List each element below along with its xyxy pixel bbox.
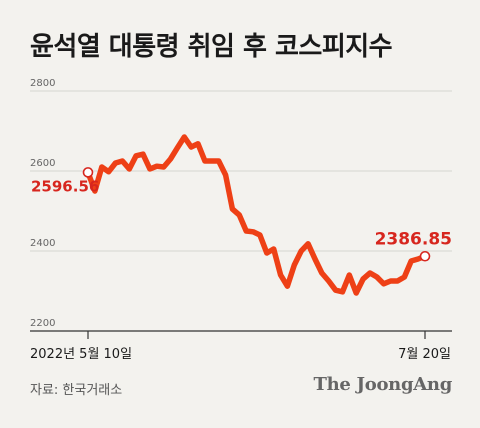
series-line	[85, 134, 428, 296]
chart-title: 윤석열 대통령 취임 후 코스피지수	[30, 32, 393, 62]
start-value-label: 2596.56	[31, 177, 99, 195]
start-point-marker	[82, 167, 94, 178]
y-tick-label: 2200	[30, 318, 55, 329]
end-value-label: 2386.85	[375, 229, 452, 249]
y-tick-label: 2600	[30, 158, 55, 169]
y-tick-label: 2800	[30, 78, 55, 89]
brand-logo: The JoongAng	[313, 374, 453, 395]
x-tick-label: 2022년 5월 10일	[30, 347, 132, 362]
source-note: 자료: 한국거래소	[30, 383, 123, 398]
y-tick-label: 2400	[30, 238, 55, 249]
end-point-marker	[419, 250, 431, 262]
x-tick-label: 7월 20일	[398, 347, 451, 362]
